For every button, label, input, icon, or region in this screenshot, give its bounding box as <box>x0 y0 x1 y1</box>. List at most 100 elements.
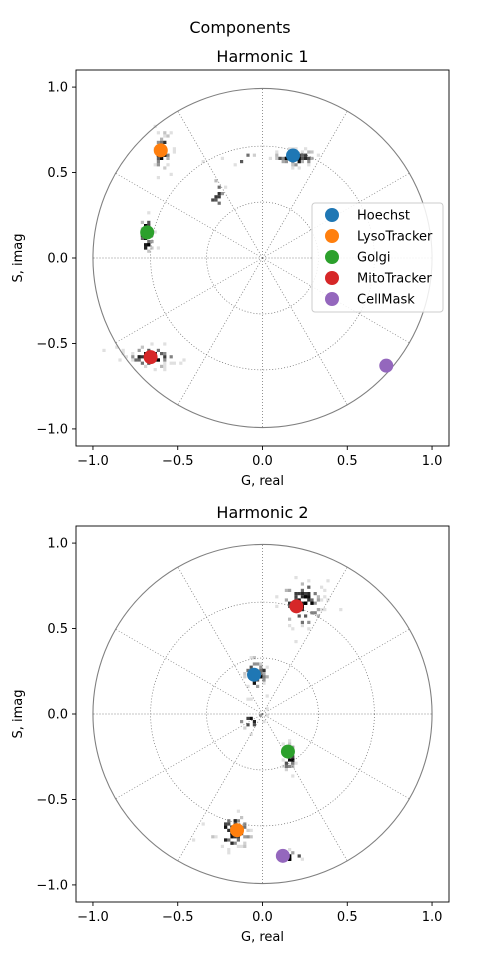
histogram-bin <box>169 361 173 365</box>
histogram-bin <box>172 147 176 151</box>
histogram-bin <box>307 150 311 154</box>
histogram-bin <box>294 147 298 151</box>
histogram-bin <box>281 742 285 746</box>
histogram-bin <box>288 624 292 628</box>
histogram-bin <box>166 156 170 160</box>
histogram-bin <box>265 713 269 717</box>
histogram-bin <box>297 166 301 170</box>
histogram-bin <box>172 361 176 365</box>
histogram-bin <box>211 835 215 839</box>
x-tick-label: −1.0 <box>77 910 109 925</box>
histogram-bin <box>323 588 327 592</box>
histogram-bin <box>310 601 314 605</box>
histogram-bin <box>227 848 231 852</box>
histogram-bin <box>240 816 244 820</box>
histogram-bin <box>262 675 266 679</box>
histogram-bin <box>140 345 144 349</box>
histogram-bin <box>233 819 237 823</box>
histogram-bin <box>227 851 231 855</box>
histogram-bin <box>246 668 250 672</box>
histogram-bin <box>166 134 170 138</box>
legend-marker-golgi <box>325 250 339 264</box>
histogram-bin <box>307 585 311 589</box>
histogram-bin <box>220 156 224 160</box>
histogram-bin <box>249 835 253 839</box>
histogram-bin <box>137 355 141 359</box>
histogram-bin <box>320 598 324 602</box>
histogram-bin <box>134 358 138 362</box>
marker-lysotracker <box>230 823 245 838</box>
histogram-bin <box>227 838 231 842</box>
histogram-bin <box>252 153 256 157</box>
histogram-bin <box>291 166 295 170</box>
histogram-bin <box>220 844 224 848</box>
histogram-bin <box>304 147 308 151</box>
histogram-bin <box>163 342 167 346</box>
histogram-bin <box>201 822 205 826</box>
histogram-bin <box>233 841 237 845</box>
x-axis-label: G, real <box>241 474 284 489</box>
histogram-bin <box>294 163 298 167</box>
histogram-bin <box>307 620 311 624</box>
histogram-bin <box>243 841 247 845</box>
x-axis-label: G, real <box>241 930 284 945</box>
histogram-bin <box>144 243 148 247</box>
histogram-bin <box>300 156 304 160</box>
histogram-bin <box>163 358 167 362</box>
histogram-bin <box>182 358 186 362</box>
histogram-bin <box>220 192 224 196</box>
histogram-bin <box>249 656 253 660</box>
histogram-bin <box>256 684 260 688</box>
histogram-bin <box>243 844 247 848</box>
histogram-bin <box>243 822 247 826</box>
histogram-bin <box>275 156 279 160</box>
histogram-bin <box>252 720 256 724</box>
histogram-bin <box>307 620 311 624</box>
histogram-bin <box>304 153 308 157</box>
histogram-bin <box>140 345 144 349</box>
histogram-bin <box>339 608 343 612</box>
legend-marker-lysotracker <box>325 229 339 243</box>
histogram-bin <box>243 675 247 679</box>
histogram-bin <box>169 131 173 135</box>
histogram-bin <box>243 726 247 730</box>
histogram-bin <box>291 851 295 855</box>
histogram-bin <box>163 131 167 135</box>
histogram-bin <box>297 854 301 858</box>
histogram-bin <box>201 160 205 164</box>
histogram-bin <box>240 816 244 820</box>
histogram-bin <box>259 668 263 672</box>
histogram-bin <box>214 179 218 183</box>
histogram-bin <box>150 240 154 244</box>
histogram-bin <box>214 198 218 202</box>
histogram-bin <box>294 595 298 599</box>
x-tick-label: −1.0 <box>77 454 109 469</box>
histogram-bin <box>172 150 176 154</box>
histogram-bin <box>307 592 311 596</box>
histogram-bin <box>230 835 234 839</box>
histogram-bin <box>291 755 295 759</box>
histogram-bin <box>304 153 308 157</box>
grid-spoke <box>262 566 348 715</box>
histogram-bin <box>291 774 295 778</box>
histogram-bin <box>259 675 263 679</box>
histogram-bin <box>236 838 240 842</box>
histogram-bin <box>304 592 308 596</box>
y-tick-label: 1.0 <box>47 81 68 96</box>
y-tick-label: −1.0 <box>36 878 68 893</box>
histogram-bin <box>243 835 247 839</box>
histogram-bin <box>262 668 266 672</box>
histogram-bin <box>131 358 135 362</box>
histogram-bin <box>300 620 304 624</box>
grid-spoke <box>262 257 348 406</box>
plot-area <box>92 543 433 885</box>
histogram-bin <box>281 160 285 164</box>
y-tick-label: −0.5 <box>36 337 68 352</box>
grid-spoke <box>115 172 263 259</box>
histogram-bin <box>259 662 263 666</box>
histogram-bin <box>147 240 151 244</box>
histogram-bin <box>147 243 151 247</box>
histogram-bin <box>284 768 288 772</box>
histogram-bin <box>300 153 304 157</box>
histogram-bin <box>144 246 148 250</box>
